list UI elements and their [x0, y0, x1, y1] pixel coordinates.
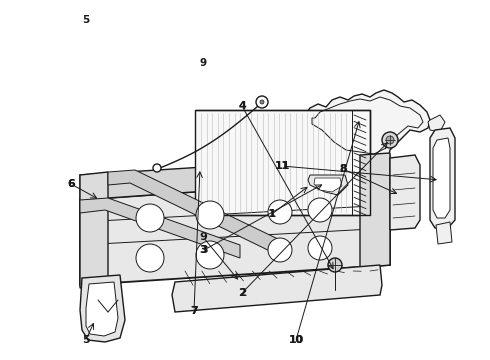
- Text: 3: 3: [200, 245, 207, 255]
- Polygon shape: [108, 170, 280, 255]
- Polygon shape: [433, 138, 450, 218]
- Polygon shape: [338, 185, 400, 202]
- Polygon shape: [172, 265, 382, 312]
- Text: 6: 6: [68, 179, 74, 189]
- Polygon shape: [428, 115, 445, 132]
- Polygon shape: [346, 158, 360, 195]
- Polygon shape: [378, 158, 392, 185]
- Circle shape: [136, 204, 164, 232]
- Text: 10: 10: [289, 335, 304, 345]
- Circle shape: [256, 96, 268, 108]
- Circle shape: [268, 238, 292, 262]
- Polygon shape: [195, 110, 370, 215]
- Text: 8: 8: [339, 164, 347, 174]
- Text: 5: 5: [82, 335, 90, 345]
- Text: 1: 1: [269, 209, 275, 219]
- Circle shape: [328, 258, 342, 272]
- Circle shape: [308, 236, 332, 260]
- Polygon shape: [80, 275, 125, 342]
- Text: 9: 9: [199, 232, 207, 242]
- Polygon shape: [80, 178, 390, 285]
- Circle shape: [260, 100, 264, 104]
- Circle shape: [382, 132, 398, 148]
- Polygon shape: [360, 153, 390, 268]
- Circle shape: [386, 136, 394, 144]
- Text: 8: 8: [340, 164, 346, 174]
- Circle shape: [136, 244, 164, 272]
- Text: 3: 3: [200, 245, 208, 255]
- Polygon shape: [296, 110, 315, 128]
- Polygon shape: [86, 282, 118, 336]
- Polygon shape: [430, 128, 455, 228]
- Polygon shape: [80, 172, 108, 288]
- Polygon shape: [314, 178, 342, 192]
- Circle shape: [196, 201, 224, 229]
- Text: 4: 4: [239, 101, 246, 111]
- Text: 10: 10: [288, 335, 304, 345]
- Circle shape: [153, 164, 161, 172]
- Text: 4: 4: [238, 101, 246, 111]
- Polygon shape: [80, 155, 390, 200]
- Circle shape: [196, 241, 224, 269]
- Text: 1: 1: [268, 209, 276, 219]
- Polygon shape: [303, 90, 430, 162]
- Polygon shape: [80, 198, 240, 258]
- Circle shape: [308, 198, 332, 222]
- Polygon shape: [308, 175, 348, 195]
- Text: 7: 7: [190, 306, 197, 316]
- Circle shape: [268, 200, 292, 224]
- Text: 6: 6: [67, 179, 75, 189]
- Text: 7: 7: [190, 306, 198, 316]
- Text: 11: 11: [274, 161, 289, 171]
- Text: 9: 9: [200, 58, 207, 68]
- Text: 2: 2: [238, 288, 246, 298]
- Polygon shape: [436, 222, 452, 244]
- Text: 11: 11: [274, 161, 290, 171]
- Text: 2: 2: [239, 288, 246, 298]
- Text: 5: 5: [82, 15, 89, 25]
- Polygon shape: [390, 155, 420, 230]
